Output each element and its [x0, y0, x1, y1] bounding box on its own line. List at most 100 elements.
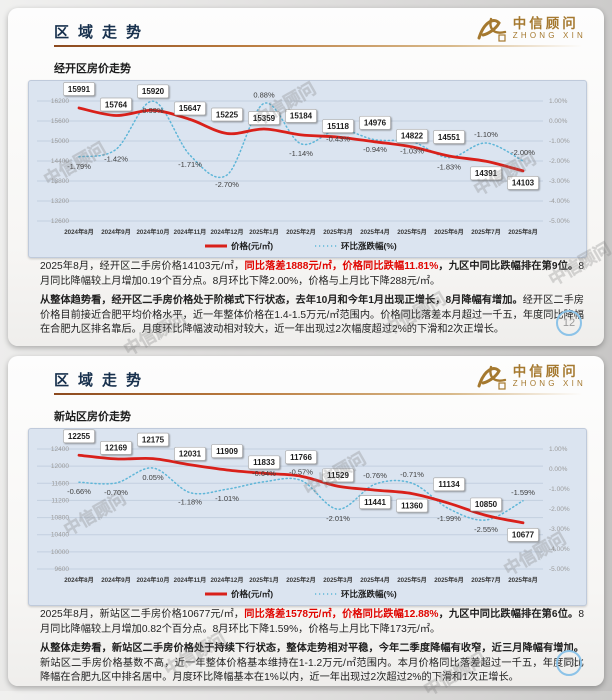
- analysis-paragraph-2: 从整体走势看，新站区二手房价格处于持续下行状态，整体走势相对平稳，今年二季度降幅…: [40, 642, 584, 686]
- svg-text:15225: 15225: [216, 110, 239, 119]
- x-axis-label: 2024年9月: [101, 576, 131, 584]
- x-axis-label: 2024年10月: [136, 576, 169, 584]
- analysis-trend-rest: 经开区二手房价格目前接近合肥平均价格水平，近一年整体价格在1.4-1.5万元/㎡…: [40, 295, 584, 335]
- svg-text:14391: 14391: [475, 169, 498, 178]
- left-axis-tick: 10000: [51, 549, 69, 556]
- svg-text:11441: 11441: [364, 498, 386, 507]
- pct-label: -0.66%: [67, 487, 91, 496]
- pct-label: -1.18%: [178, 498, 202, 507]
- data-label: 14391: [470, 166, 502, 181]
- left-axis-tick: 12000: [51, 463, 69, 470]
- x-axis-label: 2025年1月: [249, 228, 279, 236]
- pct-label: -1.01%: [215, 494, 239, 503]
- left-axis-tick: 12600: [51, 218, 69, 225]
- logo-mark: [477, 17, 506, 42]
- svg-text:15764: 15764: [105, 100, 128, 109]
- pct-label: -1.03%: [400, 147, 424, 156]
- pct-label: -1.10%: [474, 130, 498, 139]
- pct-label: 0.99%: [142, 106, 164, 115]
- page-title: 区域走势: [54, 372, 151, 389]
- pct-label: -1.59%: [511, 488, 535, 497]
- right-axis-tick: 1.00%: [549, 446, 568, 453]
- data-label: 12255: [63, 429, 95, 444]
- svg-text:14551: 14551: [438, 133, 461, 142]
- svg-text:12031: 12031: [179, 450, 202, 459]
- price-trend-chart: 16200 15600 15000 14400 13800 13200 12600 1.00%…: [28, 80, 587, 258]
- pct-label: -0.76%: [363, 471, 387, 480]
- left-axis-tick: 14400: [51, 158, 69, 165]
- pct-label: -2.01%: [326, 514, 350, 523]
- header-divider: [54, 45, 582, 47]
- left-axis-tick: 13200: [51, 198, 69, 205]
- right-axis-tick: -2.00%: [549, 506, 570, 513]
- left-axis-tick: 11200: [51, 497, 69, 504]
- legend-price-label: 价格(元/㎡): [231, 241, 273, 251]
- slide-xinzhan: 区域走势 中信顾问 ZHONG XIN 新站区房价走势 12400 12000 11…: [8, 356, 604, 686]
- pct-line: [78, 100, 524, 179]
- legend-pct-label: 环比涨跌幅(%): [341, 589, 397, 599]
- analysis-highlight: 同比落差1578元/㎡，价格同比跌幅12.88%: [244, 609, 439, 620]
- right-axis-tick: -2.00%: [549, 158, 570, 165]
- data-label: 12169: [100, 441, 132, 455]
- svg-text:15118: 15118: [327, 122, 349, 131]
- price-line: [77, 106, 525, 173]
- data-label: 11441: [359, 495, 391, 509]
- data-label: 10677: [507, 527, 539, 542]
- x-axis-label: 2025年4月: [360, 228, 390, 236]
- svg-text:14976: 14976: [364, 119, 387, 128]
- data-label: 11134: [433, 477, 465, 492]
- right-axis-tick: -4.00%: [549, 546, 570, 553]
- pct-label: -1.79%: [67, 162, 91, 171]
- data-label: 15118: [322, 119, 354, 133]
- pct-label: -1.83%: [437, 163, 461, 172]
- slide-jingkai: 区域走势 中信顾问 ZHONG XIN 经开区房价走势 16200 15600 15…: [8, 8, 604, 346]
- left-axis-tick: 10800: [51, 515, 69, 522]
- data-label: 11766: [285, 450, 317, 465]
- analysis-detail: 8月同比降幅较上月增加0.82个百分点。8月环比下降1.59%，价格与上月比下降…: [40, 609, 584, 635]
- pct-label: -0.43%: [326, 135, 350, 144]
- data-label: 15359: [248, 111, 280, 125]
- analysis-rank: ，九区中同比跌幅排在第6位。: [438, 609, 579, 620]
- data-label: 12175: [137, 432, 169, 447]
- svg-text:15991: 15991: [68, 85, 91, 94]
- analysis-trend-bold: 从整体走势看，新站区二手房价格处于持续下行状态，整体走势相对平稳，今年二季度降幅…: [40, 643, 584, 654]
- svg-text:15359: 15359: [253, 114, 276, 123]
- logo-mark: [477, 365, 506, 390]
- svg-text:15920: 15920: [142, 87, 165, 96]
- page-title: 区域走势: [54, 24, 151, 41]
- chart-svg: 16200 15600 15000 14400 13800 13200 12600 1.00%…: [37, 82, 570, 251]
- analysis-intro: 2025年8月，新站区二手房价格10677元/㎡，: [40, 609, 245, 620]
- price-line: [77, 453, 525, 525]
- analysis-highlight: 同比落差1888元/㎡，价格同比跌幅11.81%: [244, 261, 439, 272]
- right-axis-tick: 0.00%: [549, 466, 568, 473]
- data-label: 10850: [470, 497, 502, 512]
- analysis-trend-bold: 从整体趋势看，经开区二手房价格处于阶梯式下行状态，去年10月和今年1月出现正增长…: [40, 295, 523, 306]
- x-axis-label: 2025年7月: [471, 228, 501, 236]
- svg-text:11134: 11134: [438, 480, 460, 489]
- svg-text:14822: 14822: [401, 132, 424, 141]
- x-axis-label: 2025年3月: [323, 228, 353, 236]
- svg-text:12169: 12169: [105, 444, 128, 453]
- data-label: 14822: [396, 129, 428, 143]
- right-axis-tick: -1.00%: [549, 486, 570, 493]
- svg-text:11529: 11529: [327, 471, 349, 480]
- right-axis-tick: -3.00%: [549, 178, 570, 185]
- left-axis-tick: 15000: [51, 138, 69, 145]
- analysis-text: 2025年8月，经开区二手房价格14103元/㎡，同比落差1888元/㎡，价格同…: [40, 260, 584, 343]
- analysis-paragraph-1: 2025年8月，经开区二手房价格14103元/㎡，同比落差1888元/㎡，价格同…: [40, 260, 584, 289]
- left-axis-tick: 15600: [51, 118, 69, 125]
- x-axis-label: 2025年4月: [360, 576, 390, 584]
- data-label: 11360: [396, 498, 428, 513]
- brand-logo: 中信顾问 ZHONG XIN: [474, 362, 586, 392]
- svg-text:10677: 10677: [512, 531, 535, 540]
- pct-label: -2.55%: [474, 525, 498, 534]
- pct-label: 0.05%: [142, 473, 164, 482]
- x-axis-label: 2025年2月: [286, 576, 316, 584]
- svg-text:11909: 11909: [216, 447, 238, 456]
- left-axis-tick: 11600: [51, 480, 69, 487]
- legend-price-label: 价格(元/㎡): [231, 589, 273, 599]
- logo-name-cn: 中信顾问: [512, 16, 579, 32]
- pct-label: -1.42%: [104, 154, 128, 163]
- svg-text:14103: 14103: [512, 179, 535, 188]
- pct-label: -0.94%: [363, 145, 387, 154]
